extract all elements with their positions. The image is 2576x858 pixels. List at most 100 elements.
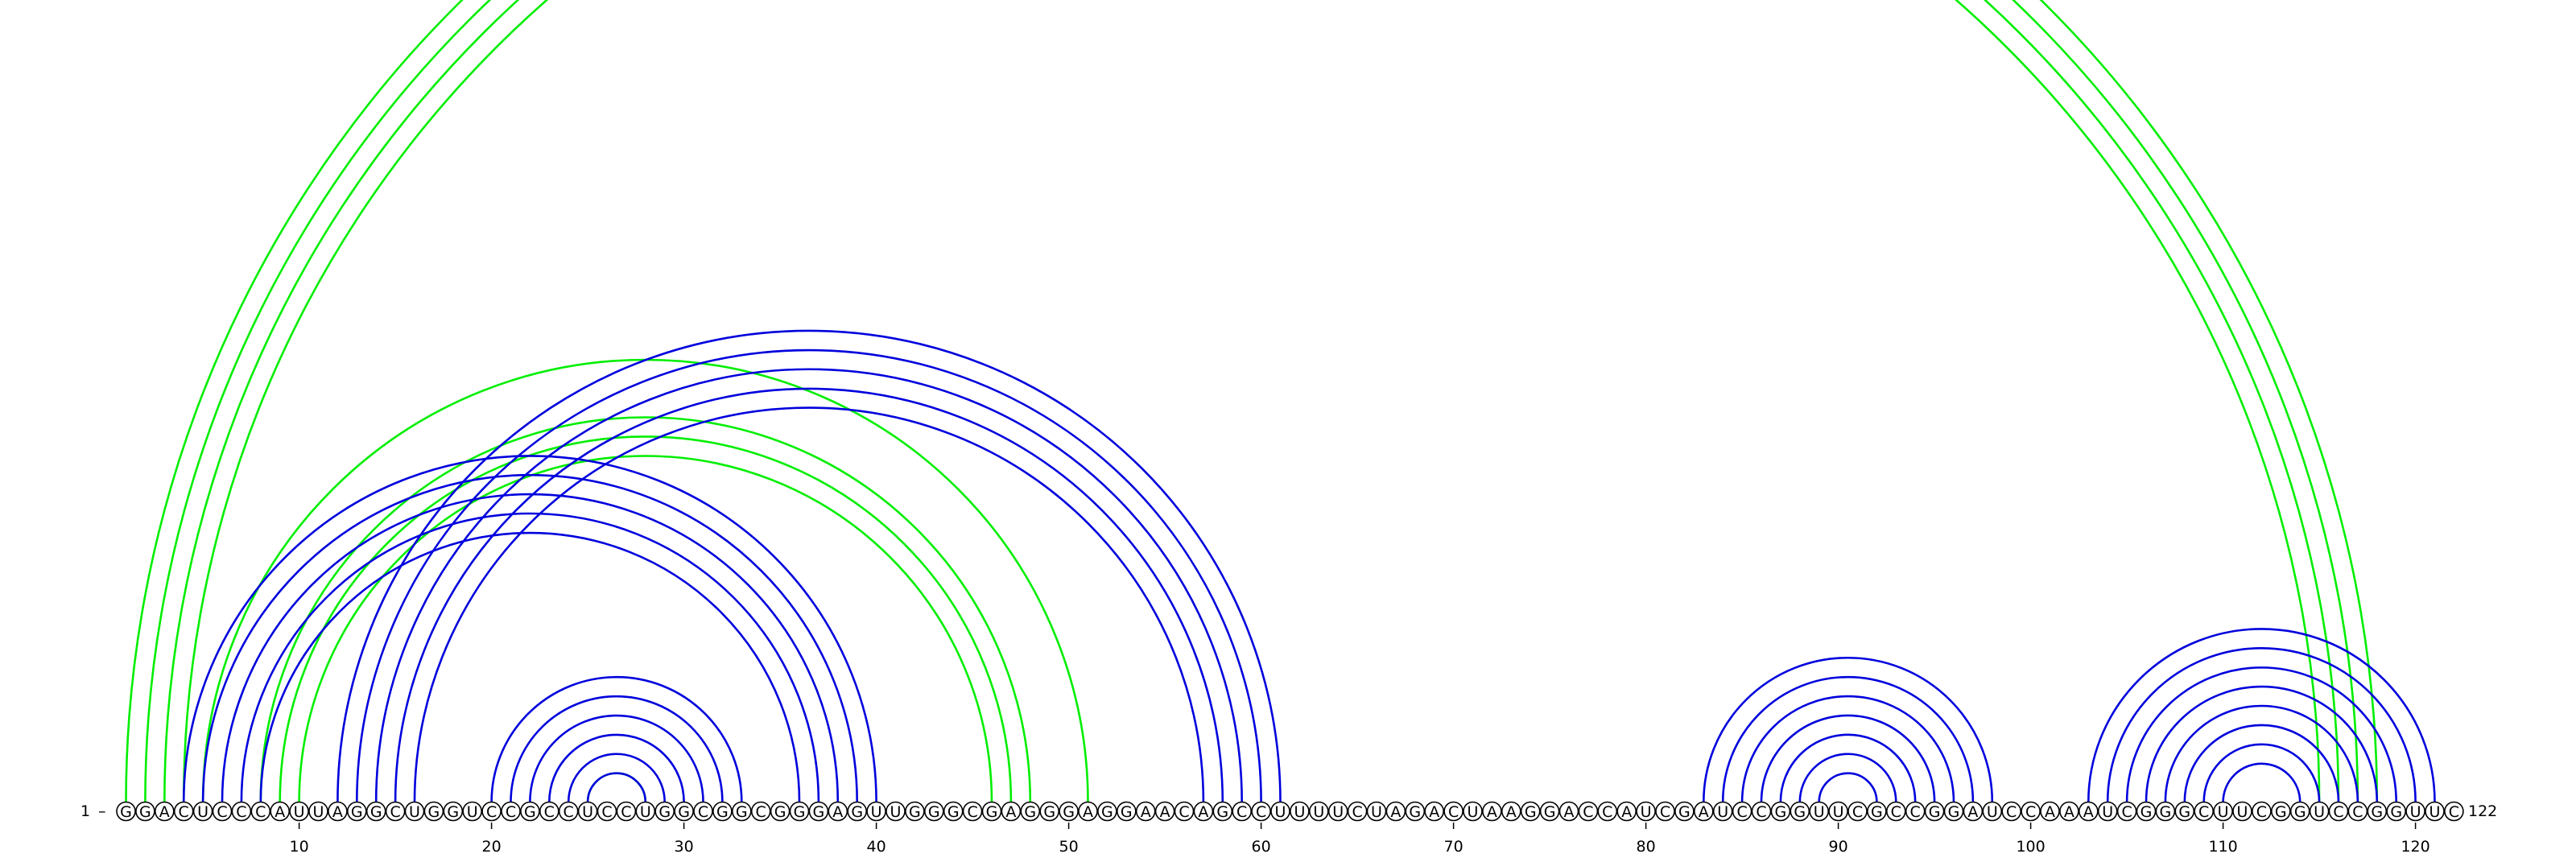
nucleotide-25: U (577, 801, 598, 822)
nucleotide-letter: G (928, 803, 940, 821)
arc-blue-110-114 (2222, 762, 2301, 802)
nucleotide-circle (731, 801, 752, 822)
nucleotide-23: C (539, 801, 559, 822)
nucleotide-circle (1309, 801, 1329, 822)
nucleotide-letter: G (813, 803, 825, 821)
nucleotide-letter: C (255, 803, 266, 821)
nucleotide-circle (2405, 801, 2425, 822)
nucleotide-118: G (2367, 801, 2388, 822)
nucleotide-circle (289, 801, 309, 822)
nucleotide-circle (423, 801, 444, 822)
nucleotide-letter: C (1756, 803, 1766, 821)
nucleotide-121: U (2425, 801, 2445, 822)
nucleotide-letter: U (871, 803, 882, 821)
nucleotide-circle (2213, 801, 2233, 822)
nucleotide-letter: C (2198, 803, 2209, 821)
nucleotide-circle (943, 801, 964, 822)
nucleotide-letter: C (621, 803, 631, 821)
nucleotide-22: G (520, 801, 540, 822)
nucleotide-letter: A (159, 803, 170, 821)
nucleotide-circle (1290, 801, 1310, 822)
nucleotide-2: G (135, 801, 155, 822)
nucleotide-letter: G (428, 803, 440, 821)
nucleotide-78: C (1597, 801, 1618, 822)
nucleotide-107: G (2155, 801, 2176, 822)
nucleotide-circle (577, 801, 598, 822)
nucleotide-circle (1616, 801, 1637, 822)
nucleotide-119: G (2386, 801, 2406, 822)
start-dash: – (98, 802, 106, 820)
nucleotide-circle (635, 801, 656, 822)
nucleotide-42: G (905, 801, 925, 822)
nucleotide-48: G (1020, 801, 1041, 822)
nucleotide-letter: U (1294, 803, 1305, 821)
nucleotide-letter: C (1179, 803, 1189, 821)
nucleotide-circle (1366, 801, 1387, 822)
nucleotide-84: U (1712, 801, 1733, 822)
tick-label-60: 60 (1252, 838, 1271, 856)
nucleotide-30: G (674, 801, 694, 822)
nucleotide-letter: C (2333, 803, 2343, 821)
nucleotide-letter: U (409, 803, 420, 821)
nucleotide-letter: A (1621, 803, 1632, 821)
nucleotide-circle (2174, 801, 2195, 822)
nucleotide-62: U (1290, 801, 1310, 822)
nucleotide-104: U (2097, 801, 2118, 822)
nucleotide-letter: G (716, 803, 729, 821)
nucleotide-letter: C (564, 803, 574, 821)
nucleotide-letter: U (1814, 803, 1825, 821)
nucleotide-94: C (1905, 801, 1926, 822)
nucleotide-letter: U (1332, 803, 1344, 821)
nucleotide-103: A (2079, 801, 2099, 822)
nucleotide-circle (192, 801, 213, 822)
nucleotide-circle (501, 801, 521, 822)
arc-green-4-115 (182, 0, 2321, 802)
nucleotide-5: U (192, 801, 213, 822)
nucleotide-circle (924, 801, 944, 822)
nucleotide-circle (1751, 801, 1772, 822)
nucleotide-circle (2097, 801, 2118, 822)
nucleotide-33: G (731, 801, 752, 822)
nucleotide-letter: G (678, 803, 690, 821)
nucleotide-71: U (1463, 801, 1483, 822)
nucleotide-16: U (404, 801, 425, 822)
nucleotide-73: A (1501, 801, 1521, 822)
nucleotide-circle (597, 801, 617, 822)
nucleotide-95: G (1924, 801, 1945, 822)
nucleotide-letter: U (1987, 803, 1998, 821)
nucleotide-letter: C (390, 803, 400, 821)
nucleotide-3: A (155, 801, 175, 822)
nucleotide-69: A (1424, 801, 1444, 822)
nucleotide-72: A (1482, 801, 1502, 822)
nucleotide-50: G (1059, 801, 1079, 822)
nucleotide-106: G (2136, 801, 2157, 822)
arc-blue-103-121 (2087, 628, 2436, 802)
arc-green-3-116 (163, 0, 2340, 802)
nucleotide-87: G (1770, 801, 1791, 822)
nucleotide-letter: G (1121, 803, 1133, 821)
nucleotide-circle (1424, 801, 1444, 822)
nucleotide-letter: C (1236, 803, 1247, 821)
nucleotide-80: U (1636, 801, 1656, 822)
nucleotide-63: U (1309, 801, 1329, 822)
nucleotide-letter: A (2064, 803, 2074, 821)
nucleotide-circle (1674, 801, 1695, 822)
nucleotide-circle (308, 801, 328, 822)
nucleotide-circle (693, 801, 713, 822)
nucleotide-circle (1501, 801, 1521, 822)
nucleotide-21: C (501, 801, 521, 822)
nucleotide-letter: G (1216, 803, 1228, 821)
nucleotide-letter: G (1678, 803, 1690, 821)
nucleotide-96: G (1943, 801, 1964, 822)
nucleotide-109: C (2194, 801, 2214, 822)
nucleotide-circle (270, 801, 291, 822)
nucleotide-circle (789, 801, 810, 822)
nucleotide-letter: G (524, 803, 536, 821)
nucleotide-letter: C (544, 803, 555, 821)
nucleotide-49: G (1039, 801, 1059, 822)
nucleotide-circle (2289, 801, 2310, 822)
nucleotide-circle (828, 801, 848, 822)
arc-blue-85-96 (1740, 695, 1955, 802)
